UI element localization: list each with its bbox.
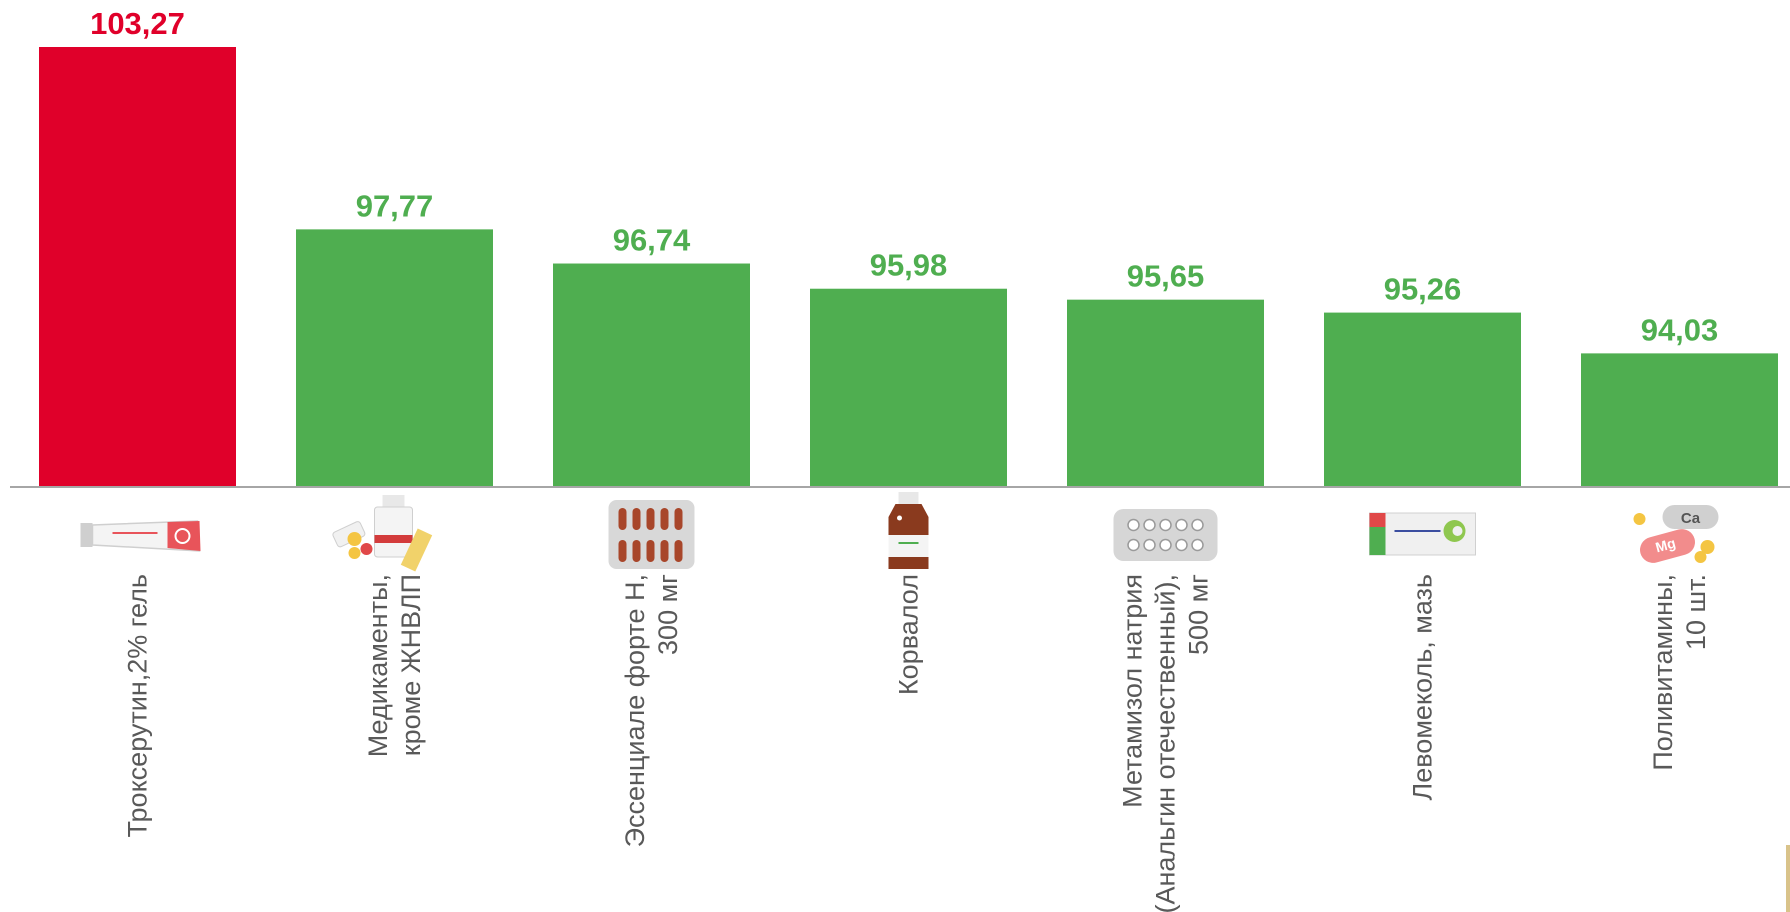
category-label-line: кроме ЖНВЛП (396, 574, 426, 756)
tube-swirl (174, 528, 191, 544)
category-label-line: Метамизол натрия (1118, 574, 1148, 808)
value-label-5: 95,26 (1384, 272, 1462, 307)
ca-label: Ca (1681, 510, 1701, 527)
blister-pack (608, 500, 695, 569)
category-label-line: Корвалол (894, 574, 924, 695)
small-box (332, 521, 366, 548)
value-label-6: 94,03 (1641, 312, 1719, 347)
medicine-bottles-icon (332, 495, 433, 572)
box-red-corner (1369, 513, 1386, 527)
tube-stripe (167, 521, 201, 551)
corner-mark (1786, 845, 1790, 912)
category-label-line: (Анальгин отечественный), (1151, 574, 1181, 912)
category-label-5: Левомеколь, мазь (1408, 574, 1438, 800)
capsule (660, 540, 669, 562)
bar-2 (553, 263, 750, 487)
ca-pill (1662, 505, 1719, 529)
tablet (1159, 518, 1172, 532)
tablet (1127, 518, 1140, 532)
bar-6 (1581, 353, 1778, 487)
bottle-body (374, 506, 413, 558)
mg-label: Mg (1654, 535, 1678, 556)
vitamin-dot (1700, 540, 1715, 554)
tablet (1191, 518, 1204, 532)
blister-pack (1113, 509, 1218, 561)
tablet (1127, 538, 1140, 552)
tablet (1143, 538, 1156, 552)
capsule (646, 540, 655, 562)
capsule (632, 508, 641, 530)
category-label-3: Корвалол (894, 574, 924, 695)
bar-5 (1324, 312, 1521, 487)
bottle-cap (382, 495, 405, 507)
bottle-label (888, 535, 929, 557)
value-label-1: 97,77 (356, 188, 434, 223)
tube-yellow (400, 528, 433, 572)
category-label-line: Эссенциале форте Н, (620, 574, 650, 847)
bars-group (39, 47, 1778, 487)
category-label-line: Левомеколь, мазь (1408, 574, 1438, 800)
category-label-0: Троксерутин,2% гель (123, 574, 153, 837)
bottle-cap (898, 492, 919, 504)
category-label-2: Эссенциале форте Н, 300 мг (620, 574, 683, 848)
bottle-dot (897, 515, 902, 521)
bar-0 (39, 47, 236, 487)
tablet (1191, 538, 1204, 552)
category-label-line: 500 мг (1184, 574, 1214, 655)
tablet (1175, 518, 1188, 532)
dropper-bottle-icon (888, 492, 929, 569)
value-label-4: 95,65 (1127, 259, 1205, 294)
category-labels-group: Троксерутин,2% гель Медикаменты, кроме ЖНВ… (123, 574, 1712, 912)
capsule (674, 540, 683, 562)
tablet-blister-icon (1113, 509, 1218, 561)
bar-3 (810, 288, 1007, 487)
tablet (1159, 538, 1172, 552)
capsule (618, 508, 627, 530)
value-labels-group: 103,27 97,77 96,74 95,98 95,65 95,26 94,03 (90, 6, 1718, 347)
vitamin-dot (1694, 551, 1707, 563)
capsule (632, 540, 641, 562)
category-label-line: Троксерутин,2% гель (123, 574, 153, 837)
category-label-line: Медикаменты, (363, 574, 393, 757)
category-label-4: Метамизол натрия (Анальгин отечественный)… (1118, 574, 1214, 912)
pill-yellow (347, 532, 362, 546)
category-label-line: 300 мг (653, 574, 683, 655)
value-label-0: 103,27 (90, 6, 185, 41)
bottle-label (374, 535, 413, 543)
bar-4 (1067, 299, 1264, 487)
ointment-box-icon (1369, 512, 1476, 556)
tube-cap (80, 523, 93, 547)
tablet (1175, 538, 1188, 552)
category-label-line: Поливитамины, (1648, 574, 1678, 771)
bar-1 (296, 229, 493, 487)
capsule (646, 508, 655, 530)
capsule (660, 508, 669, 530)
category-label-6: Поливитамины, 10 шт. (1648, 574, 1711, 771)
value-label-2: 96,74 (613, 223, 691, 258)
capsule (618, 540, 627, 562)
box-logo-inner (1452, 526, 1463, 536)
category-label-line: 10 шт. (1681, 574, 1711, 650)
value-label-3: 95,98 (870, 248, 948, 283)
pill-red (360, 543, 373, 555)
tablet (1143, 518, 1156, 532)
pill-yellow-2 (348, 547, 361, 559)
capsule (674, 508, 683, 530)
vitamin-dot (1633, 513, 1646, 525)
category-label-1: Медикаменты, кроме ЖНВЛП (363, 574, 426, 757)
mg-pill (1640, 529, 1695, 563)
capsule-blister-icon (608, 500, 695, 569)
gel-tube-icon (80, 520, 201, 552)
